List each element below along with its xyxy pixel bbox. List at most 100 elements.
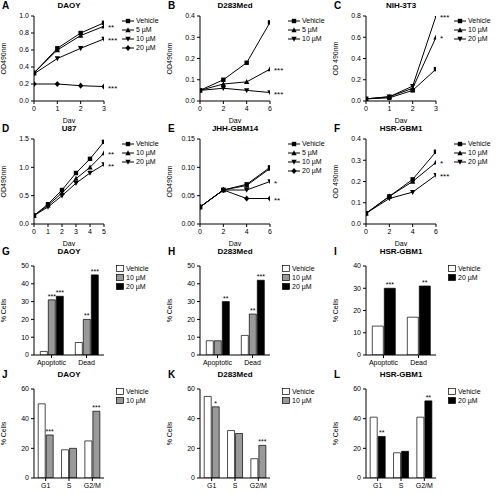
svg-text:0.2: 0.2	[351, 178, 361, 185]
svg-text:0: 0	[191, 351, 195, 358]
svg-text:4: 4	[245, 105, 249, 112]
svg-text:0.10: 0.10	[181, 164, 195, 171]
svg-text:2: 2	[411, 105, 415, 112]
svg-text:0.2: 0.2	[19, 80, 29, 87]
svg-text:Dead: Dead	[244, 359, 261, 366]
svg-text:0.2: 0.2	[185, 55, 195, 62]
svg-text:Day: Day	[229, 117, 242, 123]
svg-text:**: **	[84, 312, 90, 319]
svg-text:0: 0	[25, 474, 29, 481]
svg-text:% Cells: % Cells	[166, 298, 173, 322]
svg-text:**: **	[223, 295, 229, 302]
svg-text:G2/M: G2/M	[416, 482, 433, 489]
svg-text:0.00: 0.00	[181, 220, 195, 227]
svg-text:3: 3	[74, 228, 78, 235]
svg-text:***: ***	[274, 66, 283, 75]
svg-text:4: 4	[411, 228, 415, 235]
svg-text:0.1: 0.1	[351, 199, 361, 206]
svg-text:OD490nm: OD490nm	[166, 42, 173, 74]
svg-text:50: 50	[187, 262, 195, 269]
svg-text:10: 10	[353, 329, 361, 336]
svg-text:OD 490nm: OD 490nm	[332, 41, 339, 75]
svg-text:2: 2	[221, 105, 225, 112]
svg-text:***: ***	[274, 90, 283, 99]
svg-text:0.2: 0.2	[351, 76, 361, 83]
svg-text:Dead: Dead	[78, 359, 95, 366]
svg-text:1: 1	[387, 105, 391, 112]
svg-text:0.0: 0.0	[19, 97, 29, 104]
svg-text:30: 30	[187, 298, 195, 305]
svg-text:40: 40	[21, 415, 29, 422]
svg-text:Apoptotic: Apoptotic	[369, 359, 399, 367]
svg-text:40: 40	[353, 262, 361, 269]
svg-text:OD490nm: OD490nm	[166, 165, 173, 197]
svg-text:***: ***	[257, 273, 265, 280]
svg-text:20: 20	[353, 445, 361, 452]
svg-text:0.05: 0.05	[181, 192, 195, 199]
svg-text:% Cells: % Cells	[166, 421, 173, 445]
svg-text:3: 3	[434, 105, 438, 112]
svg-text:Day: Day	[395, 117, 408, 123]
svg-text:**: **	[422, 279, 428, 286]
svg-text:20: 20	[353, 307, 361, 314]
svg-text:Day: Day	[63, 240, 76, 246]
svg-text:***: ***	[46, 428, 54, 435]
svg-text:***: ***	[440, 13, 449, 22]
svg-text:0.3: 0.3	[351, 157, 361, 164]
svg-text:20: 20	[187, 316, 195, 323]
svg-text:**: **	[250, 307, 256, 314]
svg-text:0: 0	[32, 228, 36, 235]
svg-text:**: **	[108, 162, 114, 171]
svg-text:60: 60	[353, 385, 361, 392]
svg-text:20: 20	[187, 445, 195, 452]
svg-text:4: 4	[88, 228, 92, 235]
svg-text:*: *	[214, 400, 217, 407]
svg-text:10: 10	[21, 334, 29, 341]
svg-text:0: 0	[357, 351, 361, 358]
svg-text:1: 1	[55, 105, 59, 112]
svg-text:**: **	[379, 429, 385, 436]
svg-text:2: 2	[387, 228, 391, 235]
svg-text:60: 60	[21, 385, 29, 392]
svg-text:30: 30	[353, 285, 361, 292]
svg-text:0: 0	[32, 105, 36, 112]
svg-text:Dead: Dead	[410, 359, 427, 366]
svg-text:1.0: 1.0	[19, 12, 29, 19]
svg-text:20: 20	[21, 445, 29, 452]
svg-text:**: **	[426, 394, 432, 401]
svg-text:OD 490nm: OD 490nm	[332, 164, 339, 198]
svg-text:G2/M: G2/M	[84, 482, 101, 489]
svg-text:G1: G1	[41, 482, 50, 489]
svg-text:***: ***	[56, 289, 64, 296]
svg-text:0.0: 0.0	[351, 220, 361, 227]
svg-text:Apoptotic: Apoptotic	[203, 359, 233, 367]
svg-text:0.8: 0.8	[351, 12, 361, 19]
svg-text:0.4: 0.4	[185, 12, 195, 19]
svg-text:0: 0	[191, 474, 195, 481]
svg-text:S: S	[67, 482, 72, 489]
svg-text:Day: Day	[395, 240, 408, 246]
svg-text:% Cells: % Cells	[332, 421, 339, 445]
svg-text:***: ***	[92, 404, 100, 411]
svg-text:G2/M: G2/M	[250, 482, 267, 489]
svg-text:30: 30	[21, 298, 29, 305]
svg-text:***: ***	[108, 84, 117, 93]
svg-text:0.0: 0.0	[19, 220, 29, 227]
svg-text:G1: G1	[207, 482, 216, 489]
svg-text:1.5: 1.5	[19, 135, 29, 142]
svg-text:0.4: 0.4	[351, 135, 361, 142]
svg-text:0: 0	[198, 228, 202, 235]
svg-text:1: 1	[46, 228, 50, 235]
svg-text:2: 2	[60, 228, 64, 235]
svg-text:40: 40	[353, 415, 361, 422]
svg-text:10: 10	[187, 334, 195, 341]
svg-text:***: ***	[108, 36, 117, 45]
svg-text:Day: Day	[229, 240, 242, 246]
svg-text:*: *	[440, 34, 443, 43]
svg-text:40: 40	[21, 280, 29, 287]
svg-text:0: 0	[364, 105, 368, 112]
svg-text:0: 0	[25, 351, 29, 358]
svg-text:2: 2	[79, 105, 83, 112]
svg-text:0.1: 0.1	[185, 76, 195, 83]
svg-text:***: ***	[440, 172, 449, 181]
